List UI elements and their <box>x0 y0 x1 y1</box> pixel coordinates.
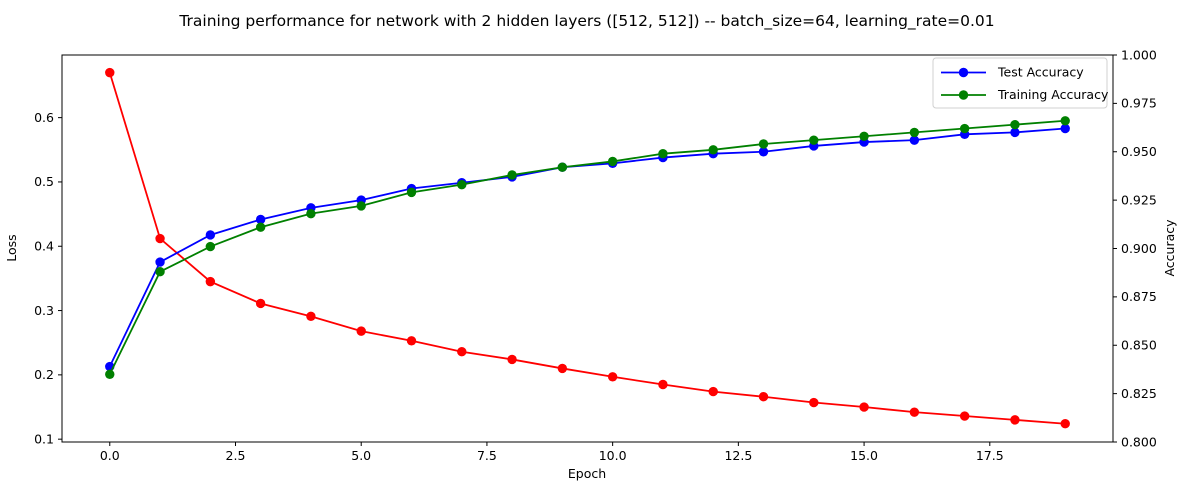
loss-point <box>205 276 216 287</box>
legend-marker-sample <box>958 90 969 100</box>
accuracy-tick-label: 0.925 <box>1121 192 1157 207</box>
loss-line <box>108 72 1066 425</box>
training-accuracy-point <box>457 179 467 190</box>
x-tick-label: 17.5 <box>976 448 1004 463</box>
training-accuracy-point <box>658 148 668 159</box>
accuracy-tick-label: 0.850 <box>1121 338 1157 353</box>
legend-label-training-accuracy: Training Accuracy <box>997 87 1109 102</box>
x-tick-label: 10.0 <box>599 448 627 463</box>
test-accuracy-point <box>1010 127 1020 138</box>
test-accuracy-point <box>155 257 165 267</box>
x-tick-label: 7.5 <box>477 448 497 463</box>
loss-tick-label: 0.5 <box>34 174 54 189</box>
loss-tick-label: 0.1 <box>34 431 54 446</box>
accuracy-tick-label: 1.000 <box>1121 47 1157 62</box>
training-accuracy-point <box>909 127 920 138</box>
loss-point <box>105 67 115 78</box>
training-accuracy-point <box>809 135 819 145</box>
accuracy-tick-label: 0.825 <box>1121 386 1157 401</box>
x-tick-label: 2.5 <box>226 448 246 463</box>
loss-point <box>658 379 668 390</box>
x-tick-label: 0.0 <box>100 448 120 463</box>
loss-tick-label: 0.6 <box>34 110 54 125</box>
loss-point <box>1010 415 1020 425</box>
x-tick-label: 15.0 <box>850 448 878 463</box>
training-accuracy-point <box>155 267 165 277</box>
loss-point <box>708 386 718 397</box>
loss-tick-label: 0.3 <box>34 303 54 318</box>
loss-point <box>909 407 920 417</box>
plot-frame <box>61 54 1114 443</box>
loss-point <box>758 392 769 402</box>
loss-point <box>557 363 568 374</box>
loss-point <box>457 347 467 357</box>
test-accuracy-line <box>108 127 1066 367</box>
accuracy-tick-label: 0.950 <box>1121 144 1157 159</box>
training-accuracy-point <box>758 139 769 149</box>
accuracy-tick-label: 0.900 <box>1121 241 1157 256</box>
test-accuracy-point <box>909 135 920 145</box>
training-accuracy-point <box>205 241 216 252</box>
training-accuracy-point <box>406 187 417 198</box>
test-accuracy-point <box>205 230 216 240</box>
training-accuracy-point <box>356 201 366 211</box>
loss-point <box>406 336 417 346</box>
legend-marker-sample <box>958 67 969 78</box>
loss-tick-label: 0.2 <box>34 367 54 382</box>
training-accuracy-point <box>306 208 316 219</box>
x-tick-label: 5.0 <box>351 448 371 463</box>
training-accuracy-point <box>557 162 568 172</box>
accuracy-tick-label: 0.975 <box>1121 96 1157 111</box>
chart-title: Training performance for network with 2 … <box>178 12 994 31</box>
training-accuracy-point <box>105 369 115 379</box>
training-accuracy-point <box>859 131 869 141</box>
accuracy-tick-label: 0.800 <box>1121 434 1157 449</box>
loss-tick-label: 0.4 <box>34 239 54 254</box>
loss-point <box>959 411 970 421</box>
accuracy-axis-label: Accuracy <box>1162 219 1177 277</box>
loss-point <box>507 354 517 365</box>
loss-axis-label: Loss <box>4 234 19 261</box>
test-accuracy-point <box>1060 123 1070 134</box>
loss-point <box>306 311 316 322</box>
loss-point <box>356 326 366 336</box>
loss-point <box>607 372 618 382</box>
loss-point <box>255 298 266 309</box>
training-accuracy-line <box>108 119 1066 375</box>
loss-point <box>859 402 869 412</box>
loss-point <box>155 233 165 244</box>
training-accuracy-point <box>607 156 618 167</box>
training-accuracy-point <box>507 170 517 180</box>
test-accuracy-point <box>255 214 266 225</box>
training-accuracy-point <box>1060 116 1070 126</box>
x-axis-label: Epoch <box>568 466 606 481</box>
loss-point <box>1060 419 1070 429</box>
training-accuracy-point <box>255 222 266 232</box>
training-accuracy-point <box>1010 119 1020 130</box>
training-accuracy-point <box>959 123 970 134</box>
legend-label-test-accuracy: Test Accuracy <box>997 65 1084 80</box>
loss-point <box>809 397 819 408</box>
training-accuracy-point <box>708 145 718 155</box>
test-accuracy-point <box>758 147 769 157</box>
accuracy-tick-label: 0.875 <box>1121 289 1157 304</box>
chart-text-layer: Training performance for network with 2 … <box>4 12 1177 481</box>
x-tick-label: 12.5 <box>724 448 752 463</box>
